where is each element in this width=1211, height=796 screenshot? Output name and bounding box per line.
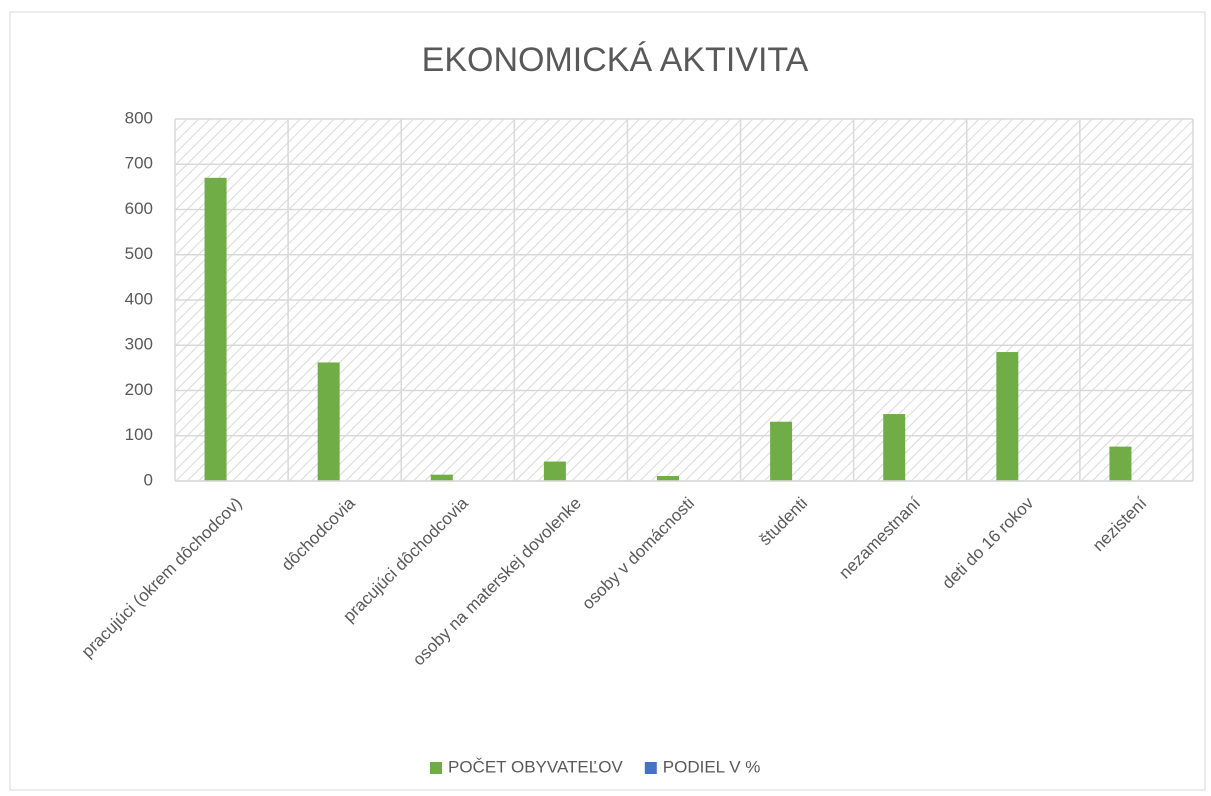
- bar: [1109, 446, 1132, 481]
- y-tick-label: 500: [125, 244, 153, 263]
- bar: [317, 362, 340, 481]
- y-tick-label: 0: [144, 470, 153, 489]
- y-tick-label: 800: [125, 108, 153, 127]
- bar: [996, 352, 1019, 481]
- bar: [204, 177, 227, 481]
- chart-title: EKONOMICKÁ AKTIVITA: [422, 41, 809, 79]
- legend-swatch: [430, 762, 442, 774]
- legend-label: POČET OBYVATEĽOV: [448, 757, 623, 776]
- y-tick-label: 400: [125, 289, 153, 308]
- bar: [430, 474, 453, 481]
- y-tick-label: 700: [125, 154, 153, 173]
- y-tick-label: 600: [125, 199, 153, 218]
- bar: [657, 476, 679, 481]
- bar: [543, 461, 566, 481]
- y-tick-label: 100: [125, 425, 153, 444]
- y-tick-label: 300: [125, 335, 153, 354]
- y-tick-label: 200: [125, 380, 153, 399]
- bar: [883, 414, 906, 481]
- bar: [770, 421, 793, 481]
- legend-swatch: [644, 762, 657, 774]
- legend-label: PODIEL V %: [663, 757, 761, 776]
